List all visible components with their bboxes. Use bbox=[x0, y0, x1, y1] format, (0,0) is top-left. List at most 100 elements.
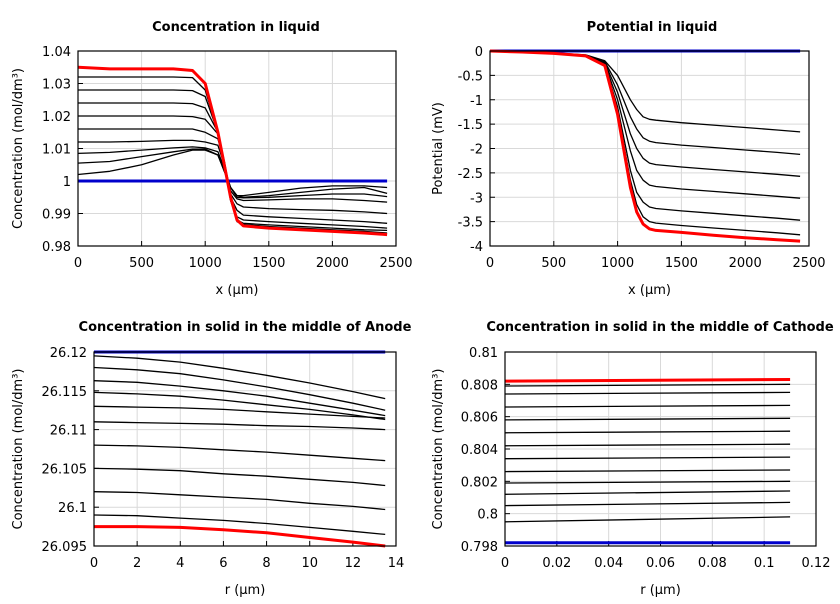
x-axis-label: x (µm) bbox=[628, 283, 671, 298]
series-line bbox=[94, 467, 386, 487]
series-line bbox=[505, 456, 791, 460]
x-tick-label: 0.02 bbox=[542, 556, 571, 571]
series-line bbox=[505, 404, 791, 408]
x-tick-label: 2500 bbox=[379, 256, 412, 271]
series-line bbox=[505, 417, 791, 421]
y-tick-label: 1.02 bbox=[42, 110, 71, 125]
x-tick-label: 0.06 bbox=[646, 556, 675, 571]
series-line bbox=[94, 421, 386, 431]
y-tick-label: -4 bbox=[470, 240, 483, 255]
x-tick-label: 1000 bbox=[601, 256, 634, 271]
x-tick-label: 0 bbox=[486, 256, 494, 271]
series-line bbox=[505, 391, 791, 395]
y-tick-label: 0.98 bbox=[42, 240, 71, 255]
x-tick-label: 500 bbox=[541, 256, 566, 271]
y-axis-label: Concentration (mol/dm³) bbox=[11, 68, 26, 229]
series-line bbox=[94, 514, 386, 536]
x-tick-label: 4 bbox=[176, 556, 184, 571]
y-tick-label: 0 bbox=[475, 45, 483, 60]
y-tick-label: -3.5 bbox=[458, 216, 483, 231]
series-line bbox=[505, 480, 791, 484]
y-axis-label: Potential (mV) bbox=[431, 102, 446, 195]
x-tick-label: 1500 bbox=[665, 256, 698, 271]
y-tick-label: 26.115 bbox=[42, 385, 88, 400]
chart-title: Potential in liquid bbox=[587, 20, 718, 35]
series-final-line bbox=[78, 65, 388, 237]
plot-frame bbox=[77, 50, 397, 247]
series-line bbox=[490, 50, 801, 156]
x-tick-label: 0 bbox=[90, 556, 98, 571]
x-axis-label: r (µm) bbox=[640, 583, 681, 598]
y-tick-label: 0.8 bbox=[477, 508, 498, 523]
y-tick-label: -0.5 bbox=[458, 69, 483, 84]
y-tick-label: -1 bbox=[470, 94, 483, 109]
x-tick-label: 2000 bbox=[316, 256, 349, 271]
series-line bbox=[490, 50, 801, 177]
series-final-line bbox=[94, 525, 386, 548]
y-tick-label: 0.99 bbox=[42, 208, 71, 223]
series-line bbox=[94, 405, 386, 419]
series-line bbox=[505, 443, 791, 447]
x-tick-label: 6 bbox=[219, 556, 227, 571]
y-tick-label: 1.03 bbox=[42, 78, 71, 93]
x-tick-label: 0 bbox=[501, 556, 509, 571]
y-tick-label: 0.808 bbox=[461, 378, 498, 393]
series-line bbox=[505, 383, 791, 387]
series-line bbox=[505, 469, 791, 473]
x-tick-label: 10 bbox=[301, 556, 318, 571]
y-tick-label: 26.12 bbox=[50, 346, 87, 361]
subplot-4: Concentration in solid in the middle of … bbox=[431, 320, 834, 598]
x-tick-label: 0.08 bbox=[698, 556, 727, 571]
series-line bbox=[94, 491, 386, 511]
x-tick-label: 2000 bbox=[729, 256, 762, 271]
y-tick-label: 0.798 bbox=[461, 540, 498, 555]
y-tick-label: 26.1 bbox=[58, 501, 87, 516]
plot-frame bbox=[93, 351, 397, 547]
subplot-1: Concentration in liquid 0 500 1000 1500 2000 2… bbox=[11, 20, 413, 298]
x-tick-label: 8 bbox=[262, 556, 270, 571]
x-tick-label: 500 bbox=[129, 256, 154, 271]
series-group bbox=[94, 350, 386, 548]
series-line bbox=[78, 139, 388, 203]
series-line bbox=[505, 430, 791, 434]
series-group bbox=[505, 378, 791, 545]
y-axis-label: Concentration (mol/dm³) bbox=[431, 369, 446, 530]
x-tick-label: 0.12 bbox=[802, 556, 831, 571]
series-line bbox=[505, 516, 791, 523]
series-line bbox=[94, 366, 386, 411]
x-tick-label: 0.04 bbox=[594, 556, 623, 571]
y-tick-label: -2.5 bbox=[458, 167, 483, 182]
chart-title: Concentration in liquid bbox=[152, 20, 320, 35]
series-final-line bbox=[505, 378, 791, 383]
series-group bbox=[78, 65, 388, 237]
y-tick-label: 26.105 bbox=[42, 462, 88, 477]
subplot-2: Potential in liquid 0 500 1000 1500 2000 2500 -… bbox=[431, 20, 826, 298]
plot-frame bbox=[489, 50, 810, 247]
x-tick-label: 2 bbox=[133, 556, 141, 571]
subplot-3: Concentration in solid in the middle of … bbox=[11, 320, 412, 598]
series-final-line bbox=[490, 49, 801, 243]
series-line bbox=[94, 380, 386, 417]
x-tick-label: 2500 bbox=[792, 256, 825, 271]
series-line bbox=[505, 501, 791, 507]
chart-title: Concentration in solid in the middle of … bbox=[79, 320, 412, 335]
y-tick-label: 1 bbox=[63, 175, 71, 190]
series-line bbox=[78, 146, 388, 199]
chart-title: Concentration in solid in the middle of … bbox=[486, 320, 834, 335]
y-axis-label: Concentration (mol/dm³) bbox=[11, 369, 26, 530]
y-tick-label: 0.804 bbox=[461, 443, 498, 458]
series-line bbox=[94, 391, 386, 421]
x-tick-label: 14 bbox=[388, 556, 405, 571]
x-tick-label: 1500 bbox=[252, 256, 285, 271]
y-tick-label: 0.81 bbox=[469, 346, 498, 361]
y-tick-label: -2 bbox=[470, 143, 483, 158]
y-tick-label: 0.806 bbox=[461, 411, 498, 426]
series-line bbox=[94, 355, 386, 400]
y-tick-label: 26.095 bbox=[42, 540, 88, 555]
x-tick-label: 0.1 bbox=[754, 556, 775, 571]
x-tick-label: 0 bbox=[74, 256, 82, 271]
series-line bbox=[505, 490, 791, 495]
y-tick-label: -1.5 bbox=[458, 118, 483, 133]
x-tick-label: 1000 bbox=[189, 256, 222, 271]
